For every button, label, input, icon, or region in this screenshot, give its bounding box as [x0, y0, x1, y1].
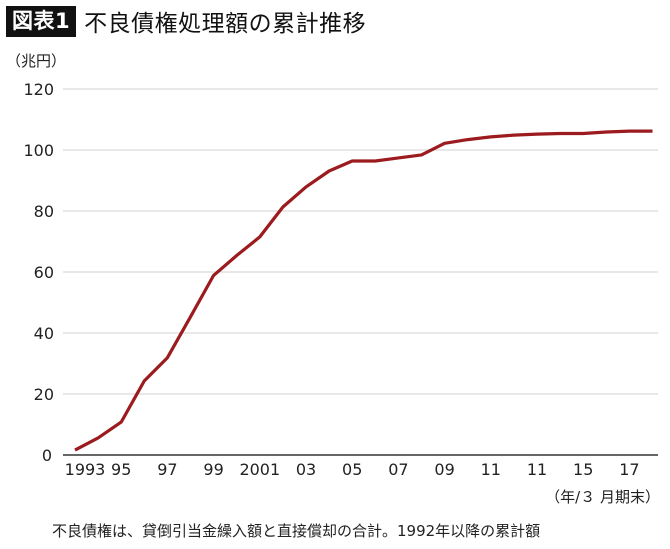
x-tick-label: 1993 — [65, 460, 106, 479]
data-line — [74, 129, 653, 452]
x-tick-label: 17 — [619, 460, 639, 479]
x-tick-label: 07 — [388, 460, 408, 479]
y-tick-label: 0 — [42, 446, 52, 465]
x-tick-label: 09 — [434, 460, 454, 479]
x-tick-label: 95 — [111, 460, 131, 479]
y-tick-label: 40 — [34, 324, 54, 343]
x-tick-label: 03 — [296, 460, 316, 479]
footnote: 不良債権は、貸倒引当金繰入額と直接償却の合計。1992年以降の累計額 — [52, 522, 541, 540]
x-tick-label: 97 — [157, 460, 177, 479]
title-row: 図表1 不良債権処理額の累計推移 — [6, 5, 366, 37]
gridlines — [63, 88, 658, 395]
figure-badge: 図表1 — [6, 5, 77, 37]
x-axis-ticks: 1993 95 97 99 2001 03 05 07 09 11 11 15 17 — [65, 460, 640, 479]
y-tick-label: 60 — [34, 263, 54, 282]
y-tick-label: 120 — [23, 80, 54, 99]
y-axis-unit: （兆円） — [6, 52, 67, 70]
y-tick-label: 20 — [34, 385, 54, 404]
x-axis-unit: （年/３ 月期末） — [545, 488, 660, 506]
x-tick-label: 99 — [203, 460, 223, 479]
x-tick-label: 15 — [573, 460, 593, 479]
x-tick-label: 11 — [481, 460, 501, 479]
x-tick-label: 2001 — [239, 460, 280, 479]
y-axis-ticks: 0 20 40 60 80 100 120 — [23, 80, 54, 465]
y-tick-label: 100 — [23, 141, 54, 160]
x-tick-label: 05 — [342, 460, 362, 479]
y-tick-label: 80 — [34, 202, 54, 221]
chart-title: 不良債権処理額の累計推移 — [84, 11, 367, 37]
x-tick-label: 11 — [527, 460, 547, 479]
